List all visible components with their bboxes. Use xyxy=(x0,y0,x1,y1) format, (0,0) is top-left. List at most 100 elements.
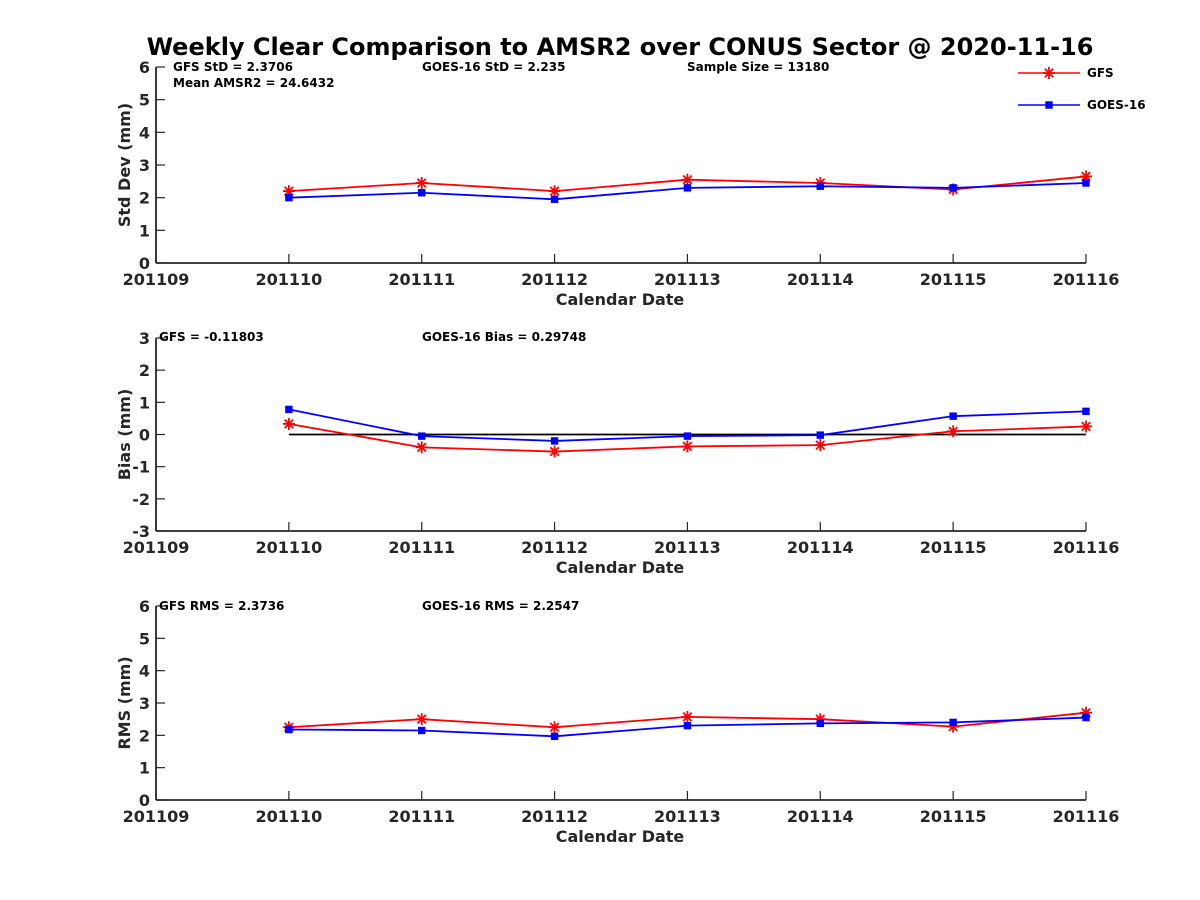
gfs-rms-annotation: GFS RMS = 2.3736 xyxy=(159,599,284,613)
data-point-goes-16 xyxy=(418,432,426,440)
legend: GFS GOES-16 xyxy=(1018,66,1146,112)
y-tick-label: 2 xyxy=(139,726,150,745)
y-tick-label: 3 xyxy=(139,329,150,348)
data-point-goes-16 xyxy=(418,189,426,197)
data-point-gfs xyxy=(947,425,960,438)
x-tick-label: 201111 xyxy=(388,538,455,557)
data-point-goes-16 xyxy=(285,725,293,734)
rms-panel: 0 1 2 3 4 5 6 201109 201110 201111 201112 201113 201… xyxy=(115,597,1119,846)
std-dev-panel: 0 1 2 3 4 5 6 201109 201110 201111 201112 201113 201… xyxy=(115,58,1119,309)
x-tick-label: 201109 xyxy=(123,270,190,289)
y-tick-label: -3 xyxy=(132,522,150,541)
x-tick-label: 201114 xyxy=(787,807,854,826)
x-tick-label: 201113 xyxy=(654,538,721,557)
data-point-goes-16 xyxy=(949,718,957,727)
x-tick-label: 201115 xyxy=(920,807,987,826)
x-tick-label: 201112 xyxy=(521,807,588,826)
y-tick-label: 6 xyxy=(139,597,150,616)
data-point-goes-16 xyxy=(550,437,559,445)
goes16-bias-annotation: GOES-16 Bias = 0.29748 xyxy=(422,330,586,344)
y-tick-label: 4 xyxy=(139,123,150,142)
data-point-goes-16 xyxy=(683,184,692,192)
data-point-gfs xyxy=(548,445,561,458)
gfs-std-annotation: GFS StD = 2.3706 xyxy=(173,60,293,74)
legend-marker-goes16 xyxy=(1045,101,1053,109)
figure-title: Weekly Clear Comparison to AMSR2 over CO… xyxy=(147,33,1094,61)
x-axis-label: Calendar Date xyxy=(556,558,685,577)
x-tick-label: 201115 xyxy=(920,270,987,289)
data-point-goes-16 xyxy=(949,184,957,192)
x-tick-label: 201113 xyxy=(654,270,721,289)
y-tick-label: 5 xyxy=(139,629,150,648)
legend-marker-symbol xyxy=(1043,67,1055,79)
y-tick-label: -2 xyxy=(132,490,150,509)
legend-label-gfs: GFS xyxy=(1087,66,1114,80)
y-tick-label: 4 xyxy=(139,662,150,681)
data-point-goes-16 xyxy=(816,431,824,439)
series-gfs xyxy=(282,417,1092,458)
data-point-goes-16 xyxy=(1082,713,1090,722)
data-point-goes-16 xyxy=(816,719,824,728)
x-tick-label: 201114 xyxy=(787,270,854,289)
series-goes-16 xyxy=(285,179,1090,204)
data-point-goes-16 xyxy=(1082,407,1090,416)
x-axis-label: Calendar Date xyxy=(556,290,685,309)
series-gfs xyxy=(282,706,1092,734)
bias-panel: -3 -2 -1 0 1 2 3 201109 201110 201111 201112 201113… xyxy=(115,329,1119,577)
y-tick-label: 5 xyxy=(139,91,150,110)
x-tick-label: 201110 xyxy=(255,270,322,289)
legend-marker-gfs xyxy=(1043,67,1055,79)
x-tick-label: 201111 xyxy=(388,807,455,826)
data-point-goes-16 xyxy=(683,721,692,730)
goes16-std-annotation: GOES-16 StD = 2.235 xyxy=(422,60,565,74)
data-point-gfs xyxy=(814,439,827,452)
y-tick-label: 1 xyxy=(139,221,150,240)
x-tick-label: 201109 xyxy=(123,538,190,557)
y-tick-label: 3 xyxy=(139,156,150,175)
y-tick-label: 0 xyxy=(139,426,150,445)
data-point-gfs xyxy=(548,721,561,734)
data-point-gfs xyxy=(415,713,428,726)
data-point-gfs xyxy=(415,176,428,189)
x-tick-label: 201116 xyxy=(1053,270,1120,289)
mean-amsr2-annotation: Mean AMSR2 = 24.6432 xyxy=(173,76,334,90)
y-tick-label: 6 xyxy=(139,58,150,77)
x-tick-label: 201114 xyxy=(787,538,854,557)
data-point-gfs xyxy=(681,710,694,723)
y-tick-label: 3 xyxy=(139,694,150,713)
y-axis-label: Bias (mm) xyxy=(115,389,134,481)
data-point-goes-16 xyxy=(550,195,559,204)
x-tick-label: 201116 xyxy=(1053,538,1120,557)
legend-marker-symbol xyxy=(1045,101,1053,109)
y-tick-label: 2 xyxy=(139,189,150,208)
data-point-goes-16 xyxy=(1082,179,1090,187)
data-point-goes-16 xyxy=(816,182,824,190)
x-tick-label: 201112 xyxy=(521,270,588,289)
x-tick-label: 201116 xyxy=(1053,807,1120,826)
y-tick-label: 2 xyxy=(139,361,150,380)
legend-entry-goes16: GOES-16 xyxy=(1018,98,1146,112)
y-axis-label: Std Dev (mm) xyxy=(115,103,134,227)
legend-entry-gfs: GFS xyxy=(1018,66,1114,80)
sample-size-annotation: Sample Size = 13180 xyxy=(687,60,829,74)
data-point-goes-16 xyxy=(285,193,293,202)
legend-label-goes16: GOES-16 xyxy=(1087,98,1146,112)
data-point-goes-16 xyxy=(949,412,957,420)
data-point-gfs xyxy=(681,440,694,453)
y-tick-label: 1 xyxy=(139,393,150,412)
x-tick-label: 201113 xyxy=(654,807,721,826)
series-goes-16 xyxy=(285,713,1090,741)
data-point-goes-16 xyxy=(285,405,293,414)
gfs-bias-annotation: GFS = -0.11803 xyxy=(159,330,264,344)
y-tick-label: 0 xyxy=(139,254,150,273)
y-axis-label: RMS (mm) xyxy=(115,656,134,749)
x-tick-label: 201112 xyxy=(521,538,588,557)
y-tick-label: 0 xyxy=(139,791,150,810)
x-tick-label: 201110 xyxy=(255,807,322,826)
data-point-gfs xyxy=(548,185,561,198)
data-point-goes-16 xyxy=(550,732,559,741)
data-point-goes-16 xyxy=(683,432,692,440)
x-tick-label: 201110 xyxy=(255,538,322,557)
data-point-goes-16 xyxy=(418,726,426,735)
series-goes-16 xyxy=(285,405,1090,445)
